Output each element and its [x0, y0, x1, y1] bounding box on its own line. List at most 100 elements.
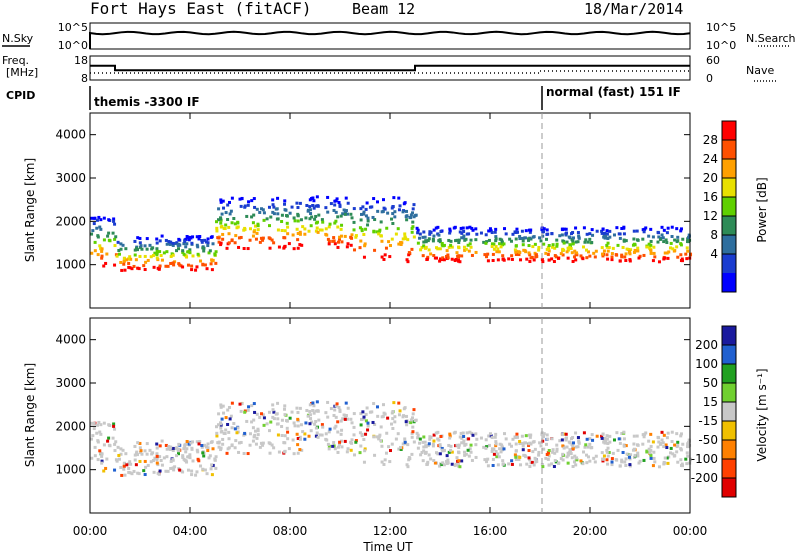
power-echo-cell	[364, 227, 368, 231]
power-echo-cell	[470, 253, 474, 257]
velocity-echo-cell	[547, 449, 551, 453]
velocity-echo-cell	[511, 437, 515, 441]
power-echo-cell	[403, 232, 407, 236]
power-echo-cell	[600, 246, 604, 250]
velocity-echo-cell	[418, 441, 422, 445]
power-echo-cell	[474, 238, 478, 242]
colorbar-tick-label: 12	[703, 209, 718, 223]
velocity-echo-cell	[515, 432, 519, 436]
power-echo-cell	[359, 218, 363, 222]
velocity-echo-cell	[272, 417, 276, 421]
power-echo-cell	[324, 232, 328, 236]
power-echo-cell	[432, 254, 436, 258]
velocity-echo-cell	[99, 423, 103, 427]
power-echo-cell	[521, 243, 525, 247]
power-echo-cell	[409, 213, 413, 217]
velocity-echo-cell	[563, 432, 567, 436]
power-echo-cell	[113, 263, 117, 267]
power-echo-cell	[251, 221, 255, 225]
power-echo-cell	[416, 241, 420, 245]
power-echo-cell	[496, 247, 500, 251]
power-echo-cell	[555, 242, 559, 246]
power-echo-cell	[582, 226, 586, 230]
velocity-echo-cell	[239, 440, 243, 444]
power-echo-cell	[354, 235, 358, 239]
power-echo-cell	[309, 212, 313, 216]
velocity-echo-cell	[157, 472, 161, 476]
velocity-echo-cell	[280, 418, 284, 422]
power-echo-cell	[685, 246, 689, 250]
velocity-echo-cell	[460, 459, 464, 463]
power-echo-cell	[566, 256, 570, 260]
power-echo-cell	[99, 227, 103, 231]
power-echo-cell	[227, 225, 231, 229]
power-echo-cell	[92, 216, 96, 220]
velocity-echo-cell	[98, 430, 102, 434]
power-echo-cell	[312, 199, 316, 203]
power-echo-cell	[453, 259, 457, 263]
velocity-echo-cell	[259, 441, 263, 445]
velocity-echo-cell	[316, 409, 320, 413]
colorbar-tick-label: 20	[703, 171, 718, 185]
power-echo-cell	[394, 232, 398, 236]
velocity-echo-cell	[501, 459, 505, 463]
velocity-echo-cell	[533, 447, 537, 451]
power-echo-cell	[235, 226, 239, 230]
velocity-echo-cell	[260, 412, 264, 416]
power-echo-cell	[298, 243, 302, 247]
velocity-echo-cell	[432, 439, 436, 443]
power-echo-cell	[245, 214, 249, 218]
velocity-echo-cell	[233, 427, 237, 431]
velocity-echo-cell	[534, 458, 538, 462]
power-echo-cell	[100, 249, 104, 253]
velocity-echo-cell	[359, 423, 363, 427]
velocity-echo-cell	[684, 457, 688, 461]
power-echo-cell	[272, 205, 276, 209]
power-echo-cell	[217, 236, 221, 240]
velocity-echo-cell	[521, 448, 525, 452]
power-echo-cell	[605, 229, 609, 233]
power-echo-cell	[675, 245, 679, 249]
power-echo-cell	[582, 245, 586, 249]
velocity-echo-cell	[483, 458, 487, 462]
velocity-echo-cell	[642, 458, 646, 462]
velocity-echo-cell	[246, 408, 250, 412]
power-echo-cell	[143, 268, 147, 272]
power-echo-cell	[139, 244, 143, 248]
freq-right-tick-top: 60	[706, 54, 720, 67]
power-echo-cell	[320, 218, 324, 222]
velocity-echo-cell	[658, 442, 662, 446]
velocity-echo-cell	[105, 457, 109, 461]
velocity-echo-cell	[246, 452, 250, 456]
power-echo-cell	[441, 256, 445, 260]
power-echo-cell	[431, 239, 435, 243]
velocity-echo-cell	[514, 455, 518, 459]
velocity-echo-cell	[366, 421, 370, 425]
velocity-echo-cell	[362, 417, 366, 421]
power-echo-cell	[660, 233, 664, 237]
velocity-echo-cell	[159, 459, 163, 463]
power-echo-cell	[359, 239, 363, 243]
velocity-echo-cell	[482, 445, 486, 449]
velocity-echo-cell	[307, 434, 311, 438]
noise-panel-frame	[89, 22, 691, 50]
velocity-echo-cell	[527, 456, 531, 460]
colorbar-tick-label: -100	[691, 452, 718, 466]
velocity-echo-cell	[185, 447, 189, 451]
velocity-echo-cell	[416, 446, 420, 450]
velocity-echo-cell	[336, 420, 340, 424]
velocity-echo-cell	[375, 435, 379, 439]
velocity-echo-cell	[283, 413, 287, 417]
velocity-echo-cell	[176, 448, 180, 452]
velocity-echo-cell	[421, 459, 425, 463]
velocity-echo-cell	[383, 458, 387, 462]
power-echo-cell	[242, 228, 246, 232]
velocity-echo-cell	[500, 448, 504, 452]
power-echo-cell	[467, 249, 471, 253]
velocity-echo-cell	[283, 449, 287, 453]
velocity-echo-cell	[565, 436, 569, 440]
power-echo-cell	[657, 235, 661, 239]
velocity-echo-cell	[203, 443, 207, 447]
velocity-echo-cell	[191, 459, 195, 463]
power-echo-cell	[457, 240, 461, 244]
